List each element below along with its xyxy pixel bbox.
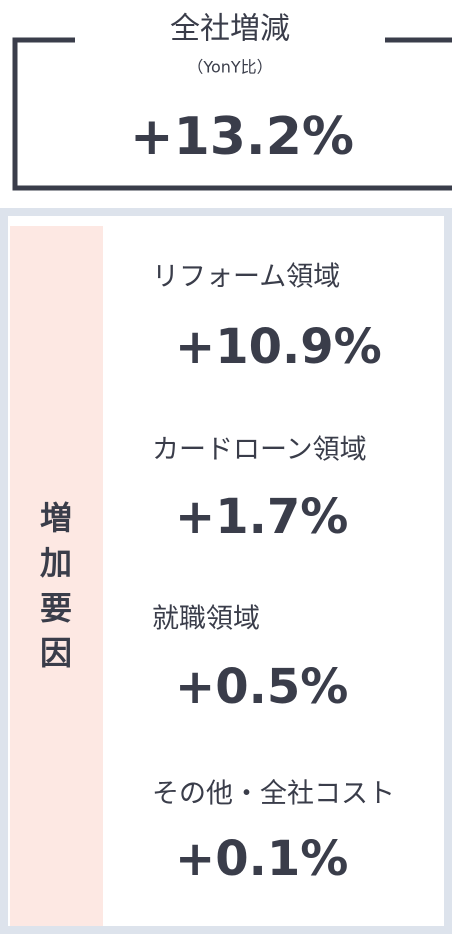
factor-list: リフォーム領域 +10.9% カードローン領域 +1.7% 就職領域 +0.5% その他・全… [152, 262, 395, 888]
factor-label: カードローン領域 [152, 435, 367, 466]
factors-label-text: 増加要因 [40, 499, 72, 672]
factor-value: +0.1% [175, 831, 348, 887]
factor-value: +0.5% [175, 659, 348, 715]
factor-label: 就職領域 [152, 604, 260, 635]
bracket-left [12, 37, 452, 191]
factor-label: リフォーム領域 [152, 262, 340, 293]
factor-value: +1.7% [175, 489, 348, 545]
factors-label: 増加要因 [40, 499, 72, 672]
factor-value: +10.9% [175, 319, 382, 375]
header-value: +13.2% [130, 107, 354, 167]
header-bracket [12, 37, 452, 191]
factors-label-column [10, 226, 103, 926]
header-title: 全社増減 [170, 12, 290, 47]
header-subtitle: （YonY比） [187, 58, 272, 77]
factor-label: その他・全社コスト [152, 779, 395, 810]
